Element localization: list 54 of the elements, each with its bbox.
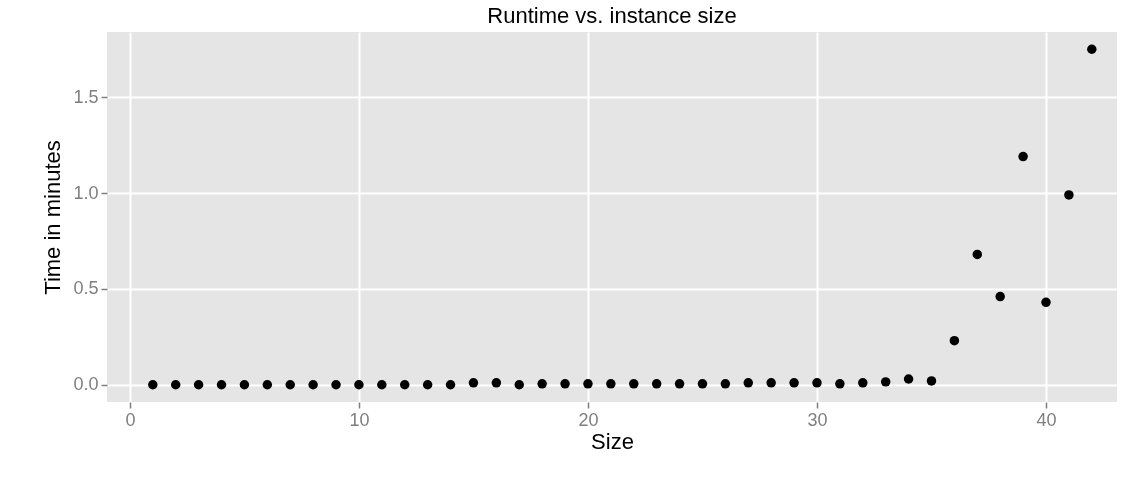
point [629,379,639,389]
y-tick-label: 1.5 [73,86,99,107]
point [949,335,960,346]
y-tick-label: 0.0 [73,374,99,395]
point [445,380,456,390]
x-tick-label: 10 [349,409,370,430]
point [285,380,295,390]
point [354,380,364,390]
point [995,291,1005,302]
point [926,376,937,386]
point [170,380,181,390]
point [1087,44,1097,54]
point [583,379,593,389]
point [606,379,616,389]
point [972,249,983,260]
point [674,379,685,389]
x-axis-title: Size [591,428,634,454]
point [193,380,204,390]
point [720,379,731,389]
point [789,378,799,388]
point [651,379,662,389]
point [743,378,754,388]
point [1041,297,1051,308]
point [468,378,479,388]
y-axis-title: Time in minutes [40,140,66,295]
y-tick-label: 0.5 [73,278,99,299]
point [422,380,433,390]
point [903,374,914,384]
chart-title: Runtime vs. instance size [487,3,737,28]
point [377,380,387,390]
point [514,380,524,390]
point [1064,190,1074,200]
y-tick-label: 1.0 [73,182,99,203]
x-tick-label: 30 [807,409,828,430]
x-tick-label: 20 [578,409,599,430]
point [491,378,502,388]
point [858,378,868,388]
point [399,380,410,390]
point [308,380,318,390]
x-tick-label: 0 [125,409,136,430]
point [216,380,227,390]
point [148,380,158,390]
point [880,377,891,387]
point [537,379,547,389]
point [835,379,845,389]
point [331,380,341,390]
point [239,380,250,390]
point [697,379,708,389]
point [766,378,776,388]
point [1018,151,1028,162]
point [812,378,822,388]
point [262,380,273,390]
x-tick-label: 40 [1036,409,1057,430]
point [560,379,570,389]
